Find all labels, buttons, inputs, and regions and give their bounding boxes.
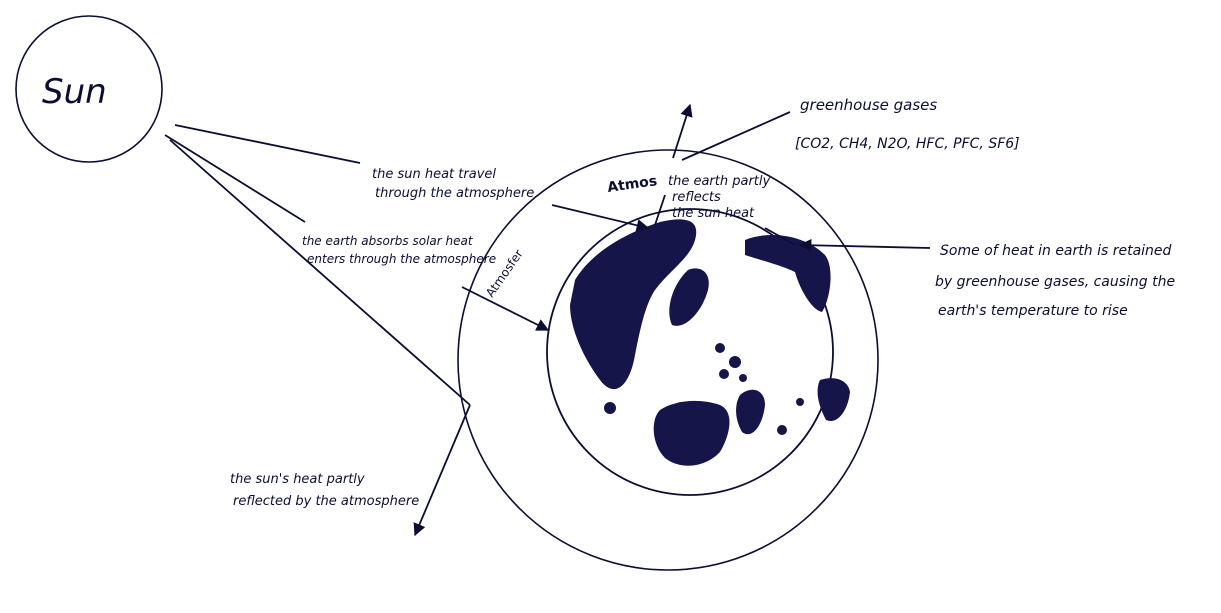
heat-retained-line-2: by greenhouse gases, causing the — [935, 274, 1175, 290]
earth-land-island-2 — [736, 389, 765, 435]
earth-island-dot-6 — [777, 425, 787, 435]
earth — [546, 208, 850, 496]
arrow-greenhouse-pointer — [681, 111, 791, 161]
earth-absorbs-line-1: the earth absorbs solar heat — [302, 234, 474, 248]
earth-land-asia — [570, 219, 697, 390]
earth-island-dot-4 — [739, 374, 747, 382]
greenhouse-list: [CO2, CH4, N2O, HFC, PFC, SF6] — [795, 136, 1020, 152]
earth-land-right — [817, 378, 850, 421]
arrow-earth-reflects-up — [672, 103, 693, 159]
sun: Sun — [15, 15, 163, 163]
atmosphere-ring — [457, 149, 879, 571]
arrows — [413, 103, 931, 537]
arrow-earth-reflects-stem — [654, 194, 666, 226]
ray-lower — [169, 139, 471, 406]
earth-land-island-1 — [669, 268, 709, 326]
earth-absorbs-line-2: enters through the atmosphere — [307, 252, 496, 266]
earth-reflects-line-1: the earth partly — [668, 174, 771, 189]
earth-island-dot-1 — [715, 343, 725, 353]
ray-middle — [164, 134, 306, 223]
earth-land-east — [745, 235, 831, 312]
arrow-heat-travel — [551, 204, 650, 232]
earth-island-dot-7 — [796, 398, 804, 406]
sun-reflected-line-1: the sun's heat partly — [230, 472, 365, 487]
heat-retained-line-1: Some of heat in earth is retained — [940, 243, 1172, 259]
arrow-earth-absorbs — [461, 286, 550, 331]
sun-reflected-line-2: reflected by the atmosphere — [233, 494, 419, 509]
earth-island-dot-5 — [604, 402, 616, 414]
ray-upper — [174, 124, 361, 164]
arrow-sun-reflected — [413, 404, 471, 537]
sun-circle — [15, 15, 163, 163]
atmos-top-label: Atmos — [606, 173, 658, 196]
sun-label: Sun — [42, 72, 107, 112]
greenhouse-title: greenhouse gases — [800, 96, 937, 114]
earth-island-dot-2 — [729, 356, 741, 368]
sun-heat-travel-line-2: through the atmosphere — [375, 186, 534, 201]
earth-reflects-line-3: the sun heat — [672, 206, 755, 221]
sun-heat-travel-line-1: the sun heat travel — [372, 167, 496, 182]
arrow-heat-retained — [798, 238, 931, 252]
earth-reflects-line-2: reflects — [672, 190, 721, 205]
arrow-heat-retained-inner — [764, 227, 796, 246]
sun-rays — [164, 124, 471, 406]
earth-island-dot-3 — [719, 369, 729, 379]
heat-retained-line-3: earth's temperature to rise — [938, 303, 1128, 319]
earth-land-australia-north — [653, 400, 730, 466]
